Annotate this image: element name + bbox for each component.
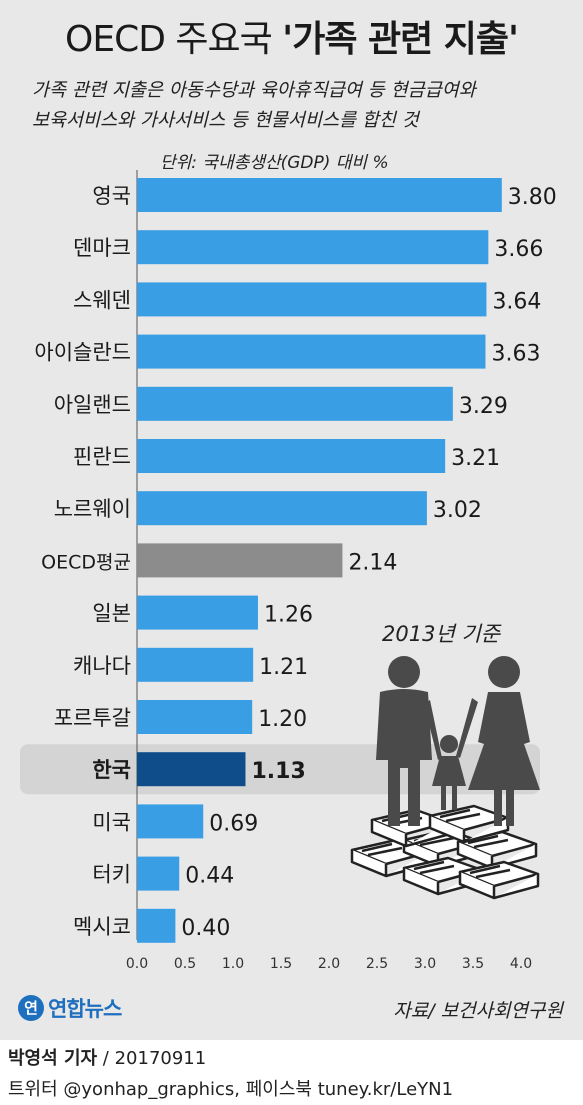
yonhap-logo: 연 연합뉴스 bbox=[18, 993, 122, 1023]
x-tick-label: 2.5 bbox=[366, 956, 388, 972]
credit-line: 박영석 기자 / 20170911 bbox=[8, 1044, 206, 1070]
reporter-name: 박영석 기자 bbox=[8, 1048, 98, 1069]
category-label: 핀란드 bbox=[73, 445, 131, 469]
value-label: 0.40 bbox=[181, 916, 230, 941]
value-label: 3.66 bbox=[494, 237, 543, 262]
value-label: 3.29 bbox=[459, 394, 508, 419]
category-label: 영국 bbox=[92, 184, 131, 208]
category-label: 아이슬란드 bbox=[34, 341, 131, 365]
bar bbox=[137, 178, 502, 212]
category-label: 멕시코 bbox=[73, 915, 131, 939]
category-label: OECD평균 bbox=[41, 551, 131, 573]
category-label: 덴마크 bbox=[73, 236, 131, 260]
value-label: 0.44 bbox=[185, 864, 234, 889]
source-note: 자료/ 보건사회연구원 bbox=[393, 1000, 563, 1022]
x-tick-label: 0.5 bbox=[174, 956, 196, 972]
value-label: 3.21 bbox=[451, 446, 500, 471]
bar bbox=[137, 543, 343, 578]
x-tick-label: 1.5 bbox=[270, 956, 292, 972]
x-tick-label: 2.0 bbox=[318, 956, 340, 972]
bar bbox=[137, 334, 486, 369]
x-tick-label: 3.0 bbox=[414, 956, 436, 972]
category-label: 한국 bbox=[92, 758, 131, 782]
contact-line: 트위터 @yonhap_graphics, 페이스북 tuney.kr/LeYN… bbox=[8, 1079, 454, 1100]
bar bbox=[137, 386, 453, 421]
bar bbox=[137, 282, 487, 317]
category-label: 미국 bbox=[92, 810, 131, 834]
category-label: 포르투갈 bbox=[54, 706, 131, 730]
logo-text: 연합뉴스 bbox=[48, 997, 122, 1021]
bar bbox=[137, 700, 253, 734]
value-label: 3.63 bbox=[491, 342, 540, 367]
category-label: 캐나다 bbox=[73, 654, 131, 678]
bar bbox=[137, 439, 446, 473]
subtitle-line-2: 보육서비스와 가사서비스 등 현물서비스를 합친 것 bbox=[32, 110, 419, 131]
category-label: 노르웨이 bbox=[54, 497, 131, 521]
bar bbox=[137, 230, 489, 265]
bar bbox=[137, 595, 258, 630]
bar bbox=[137, 491, 427, 526]
value-label: 1.26 bbox=[264, 603, 313, 628]
bar-chart: 영국 3.80 덴마크 3.66 스웨덴 3.64 아이슬란드 3.63 아일랜드 3.29 핀란드… bbox=[20, 170, 557, 972]
x-tick-label: 3.5 bbox=[462, 956, 484, 972]
value-label: 0.69 bbox=[209, 811, 258, 836]
category-label: 터키 bbox=[92, 863, 131, 887]
x-tick-label: 0.0 bbox=[126, 956, 148, 972]
value-label: 1.21 bbox=[259, 655, 308, 680]
value-label: 2.14 bbox=[348, 550, 397, 575]
publish-date: / 20170911 bbox=[97, 1048, 207, 1069]
logo-mark: 연 bbox=[18, 995, 44, 1021]
value-label: 3.80 bbox=[508, 185, 557, 210]
value-label: 3.64 bbox=[492, 289, 541, 314]
bar bbox=[137, 804, 204, 839]
value-label: 1.13 bbox=[251, 759, 305, 784]
page-title: OECD 주요국 '가족 관련 지출' bbox=[0, 10, 583, 62]
subtitle-line-1: 가족 관련 지출은 아동수당과 육아휴직급여 등 현금급여와 bbox=[32, 80, 476, 101]
unit-label: 단위: 국내총생산(GDP) 대비 % bbox=[160, 153, 389, 173]
category-label: 스웨덴 bbox=[73, 288, 131, 312]
bar bbox=[137, 752, 246, 787]
value-label: 3.02 bbox=[433, 498, 482, 523]
x-tick-label: 4.0 bbox=[510, 956, 532, 972]
family-illustration bbox=[350, 656, 540, 900]
money-stack-icon bbox=[350, 804, 540, 900]
bar bbox=[137, 647, 254, 682]
value-label: 1.20 bbox=[258, 707, 307, 732]
title-prefix: OECD 주요국 bbox=[64, 19, 283, 60]
x-tick-label: 1.0 bbox=[222, 956, 244, 972]
category-label: 아일랜드 bbox=[54, 393, 131, 417]
basis-year-note: 2013년 기준 bbox=[382, 622, 501, 646]
bar bbox=[137, 908, 176, 943]
bar bbox=[137, 856, 180, 891]
category-label: 일본 bbox=[92, 602, 131, 626]
family-icon bbox=[376, 656, 540, 826]
title-highlight: '가족 관련 지출' bbox=[282, 19, 519, 60]
